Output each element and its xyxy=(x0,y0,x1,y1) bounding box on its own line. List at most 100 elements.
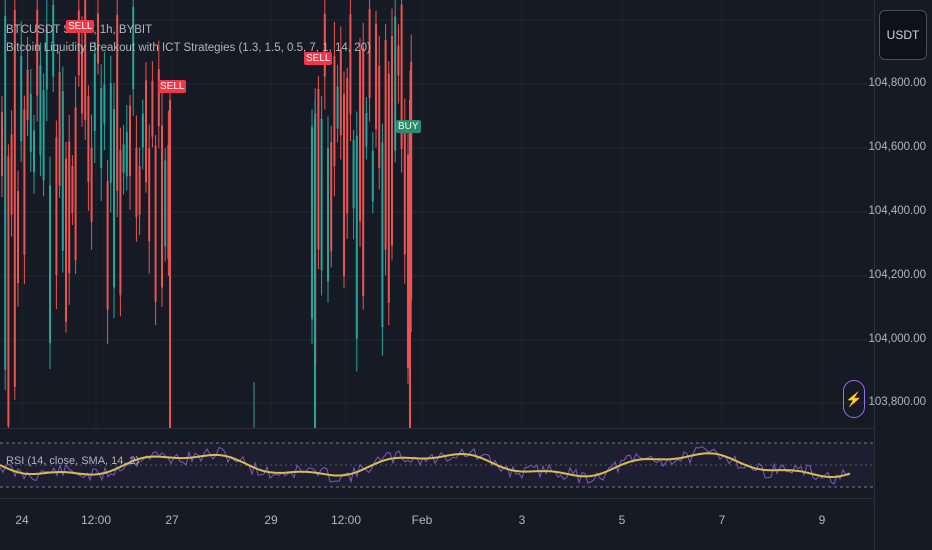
candle-body xyxy=(327,147,329,282)
candle-body xyxy=(103,84,106,124)
indicator-legend[interactable]: Bitcoin Liquidity Breakout with ICT Stra… xyxy=(6,42,371,54)
time-label: 24 xyxy=(15,513,29,527)
candle-body xyxy=(84,0,87,121)
rsi-legend[interactable]: RSI (14, close, SMA, 14, 2) xyxy=(6,455,140,467)
candle-body xyxy=(148,148,151,242)
candle-body xyxy=(320,118,323,271)
candle-body xyxy=(42,90,45,181)
candle-body xyxy=(355,135,358,339)
sell-signal-badge: SELL xyxy=(158,80,187,93)
candle-body xyxy=(157,69,160,127)
candle-body xyxy=(7,156,10,427)
candle-body xyxy=(93,53,96,132)
candle-body xyxy=(368,9,371,99)
candle-body xyxy=(154,145,157,302)
candle-body xyxy=(132,7,135,90)
candle-body xyxy=(71,166,74,214)
candle-body xyxy=(23,109,26,255)
candle-body xyxy=(352,139,355,209)
candle-body xyxy=(164,160,167,247)
rsi-ma-line xyxy=(0,452,851,479)
main-chart-pane[interactable]: BTCUSDT SPOT, 1h, BYBIT Bitcoin Liquidit… xyxy=(0,0,874,428)
candle-body xyxy=(4,15,7,370)
candle-body xyxy=(122,144,125,173)
candle-body xyxy=(371,150,374,202)
time-label: 12:00 xyxy=(330,513,362,527)
candle-body xyxy=(317,89,320,250)
candle-body xyxy=(45,26,48,90)
candle-body xyxy=(409,100,411,428)
candle-body xyxy=(362,47,365,297)
candle-body xyxy=(113,109,115,288)
time-label: 3 xyxy=(518,513,526,527)
candle-body xyxy=(97,13,99,64)
candle-body xyxy=(333,56,336,167)
candle-body xyxy=(407,154,409,369)
price-label: 104,200.00 xyxy=(868,269,926,281)
candle-body xyxy=(39,64,42,156)
candle-body xyxy=(378,66,381,168)
candle-body xyxy=(400,4,403,149)
price-label: 104,000.00 xyxy=(868,333,926,345)
candle-body xyxy=(125,131,128,177)
candle-body xyxy=(339,49,342,136)
price-label: 104,400.00 xyxy=(868,205,926,217)
candle-body xyxy=(375,23,377,130)
price-scale[interactable]: USDT 104,800.00 104,600.00 104,400.00 10… xyxy=(868,0,932,550)
candle-body xyxy=(17,191,19,284)
rsi-chart xyxy=(0,442,874,488)
time-label: 29 xyxy=(264,513,278,527)
candle-body xyxy=(403,125,406,255)
candlestick-chart xyxy=(0,0,874,428)
candle-body xyxy=(58,71,61,186)
time-label: 7 xyxy=(718,513,726,527)
candle-body xyxy=(109,83,112,183)
candle-body xyxy=(135,147,138,217)
candle-body xyxy=(330,142,333,252)
candle-body xyxy=(381,142,384,328)
candle-body xyxy=(336,86,339,129)
price-label: 104,800.00 xyxy=(868,77,926,89)
candle-body xyxy=(119,150,122,296)
candle-body xyxy=(29,94,32,152)
candle-body xyxy=(55,137,58,276)
candle-body xyxy=(68,141,71,274)
candle-body xyxy=(1,112,3,177)
candle-body xyxy=(13,10,16,387)
sell-signal-badge: SELL xyxy=(66,20,95,33)
candle-body xyxy=(138,166,141,215)
candle-body xyxy=(397,45,400,76)
chart-grid xyxy=(0,0,874,428)
candle-body xyxy=(52,4,55,77)
time-label: 9 xyxy=(818,513,826,527)
rsi-pane[interactable]: RSI (14, close, SMA, 14, 2) xyxy=(0,428,874,498)
candle-body xyxy=(74,107,77,261)
candle-body xyxy=(77,10,80,76)
lightning-bolt-icon[interactable]: ⚡ xyxy=(843,380,865,418)
candle-body xyxy=(410,61,413,301)
candle-body xyxy=(253,396,255,428)
sell-signal-badge: SELL xyxy=(304,52,333,65)
candle-body xyxy=(61,91,64,251)
time-label: 27 xyxy=(165,513,179,527)
time-label: 5 xyxy=(618,513,626,527)
candle-body xyxy=(129,105,131,176)
candle-body xyxy=(384,40,387,250)
time-label: Feb xyxy=(411,513,433,527)
price-label: 103,800.00 xyxy=(868,396,926,408)
candle-body xyxy=(100,87,103,169)
candle-body xyxy=(87,95,90,182)
price-label: 104,600.00 xyxy=(868,141,926,153)
time-label: 12:00 xyxy=(80,513,112,527)
currency-button[interactable]: USDT xyxy=(879,10,927,60)
candle-body xyxy=(116,15,119,191)
candle-body xyxy=(151,80,154,137)
candle-body xyxy=(349,14,352,115)
candle-body xyxy=(387,73,390,303)
candle-body xyxy=(145,80,147,182)
time-axis[interactable]: 24 12:00 27 29 12:00 Feb 3 5 7 9 xyxy=(0,498,874,550)
candle-body xyxy=(346,77,349,214)
candle-body xyxy=(106,181,109,310)
candle-body xyxy=(169,100,171,428)
candle-body xyxy=(36,9,39,96)
